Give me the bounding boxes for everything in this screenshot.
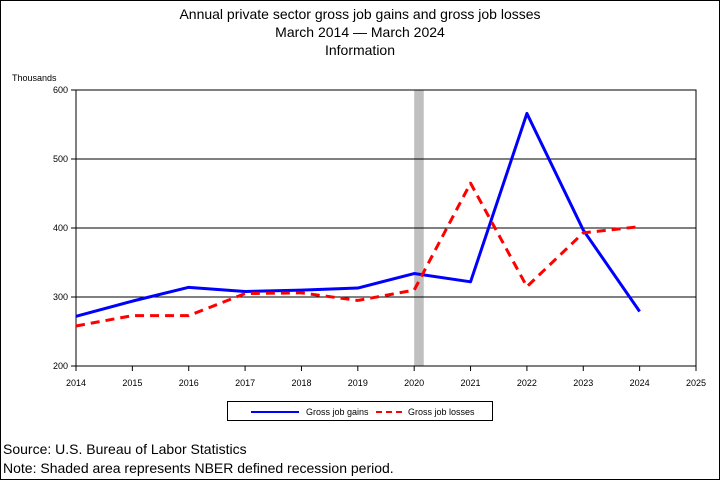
chart-title: Annual private sector gross job gains an… — [179, 6, 541, 22]
y-axis-unit-label: Thousands — [12, 73, 57, 83]
gross-job-gains-line — [75, 111, 641, 318]
series-lines — [75, 111, 641, 328]
legend-label-gains: Gross job gains — [306, 407, 369, 417]
y-tick-label: 500 — [53, 154, 68, 164]
gross-job-losses-line — [75, 181, 640, 328]
chart-subtitle: March 2014 — March 2024 — [275, 24, 445, 40]
y-tick-label: 600 — [53, 85, 68, 95]
y-tick-label: 300 — [53, 292, 68, 302]
x-tick-label: 2019 — [348, 378, 368, 388]
chart-subtitle-industry: Information — [324, 42, 396, 58]
chart-notes: Source: U.S. Bureau of Labor Statistics … — [3, 440, 394, 478]
legend-swatch-gains — [251, 411, 299, 413]
x-tick-label: 2021 — [461, 378, 481, 388]
x-tick-label: 2023 — [573, 378, 593, 388]
x-tick-label: 2015 — [122, 378, 142, 388]
x-tick-label: 2017 — [235, 378, 255, 388]
legend-label-losses: Gross job losses — [408, 407, 475, 417]
gridlines — [76, 158, 696, 298]
x-tick-label: 2025 — [686, 378, 706, 388]
source-note: Source: U.S. Bureau of Labor Statistics — [3, 441, 247, 457]
recession-note: Note: Shaded area represents NBER define… — [3, 460, 394, 476]
chart-titles: Annual private sector gross job gains an… — [0, 5, 720, 59]
y-tick-label: 200 — [53, 361, 68, 371]
y-axis: 200 300 400 500 600 — [53, 85, 76, 371]
x-tick-label: 2020 — [404, 378, 424, 388]
x-tick-label: 2014 — [66, 378, 86, 388]
x-axis: 2014 2015 2016 2017 2018 2019 2020 2021 2022 2023… — [66, 366, 706, 388]
x-tick-label: 2024 — [630, 378, 650, 388]
legend-swatch-losses — [376, 411, 402, 413]
x-tick-label: 2016 — [179, 378, 199, 388]
y-tick-label: 400 — [53, 223, 68, 233]
x-tick-label: 2018 — [291, 378, 311, 388]
x-tick-label: 2022 — [517, 378, 537, 388]
chart-legend: Gross job gains Gross job losses — [227, 401, 493, 421]
